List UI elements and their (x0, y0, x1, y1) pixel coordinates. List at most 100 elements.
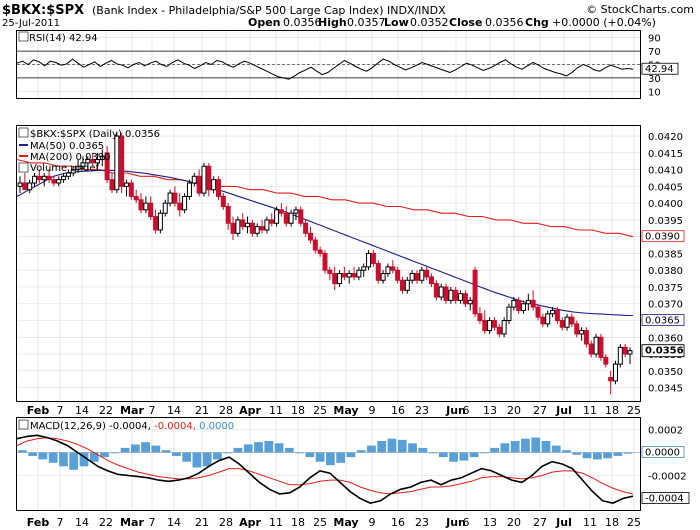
candle-body (370, 252, 376, 265)
macd-histogram-bar (336, 452, 346, 463)
candle-body (215, 179, 221, 197)
x-axis-label: 18 (291, 404, 305, 417)
candle-body (114, 135, 120, 191)
candlesticks (17, 132, 633, 395)
macd-current-tag: -0.0004 (641, 492, 690, 505)
chg-value: +0.0000 (+0.04%) (552, 16, 656, 29)
macd-histogram-bar (38, 452, 48, 460)
x-axis-label: 28 (219, 516, 233, 529)
ma200-tag-box (641, 230, 685, 243)
candle-body (317, 249, 323, 254)
x-axis-label: 14 (75, 516, 89, 529)
candle-body (17, 182, 23, 187)
candle-body (346, 273, 352, 278)
macd-histogram-bar (428, 452, 438, 454)
candle-body (90, 159, 96, 164)
macd-histogram-bar (254, 442, 263, 453)
macd-histogram-bar (623, 452, 633, 454)
macd-histogram-bar (408, 443, 417, 453)
candle-body (322, 252, 328, 271)
x-axis-label: 11 (583, 404, 597, 417)
candle-body (138, 199, 144, 211)
x-axis-label: May (333, 516, 358, 529)
price-tick-label: 0.0410 (648, 166, 683, 177)
price-legend-title: $BKX:$SPX (Daily) 0.0356 (30, 129, 160, 140)
x-axis-label: 11 (269, 404, 283, 417)
x-axis-label: 22 (99, 404, 113, 417)
macd-legend-box (18, 419, 29, 430)
candle-body (186, 182, 192, 197)
macd-hist-value: 0.0000 (199, 421, 234, 432)
close-current-tag: 0.0356 (641, 344, 685, 358)
open-label: Open (248, 16, 281, 29)
rsi-tick-label: 30 (648, 74, 661, 85)
macd-histogram-bar (89, 452, 99, 462)
candle-body (27, 182, 33, 191)
x-axis-label: 18 (291, 516, 305, 529)
macd-histogram-bar (18, 450, 27, 453)
high-label: High (318, 16, 347, 29)
macd-label-prefix: MACD(12,26,9) (30, 421, 106, 432)
x-axis-label: 23 (415, 516, 429, 529)
candle-body (303, 222, 309, 234)
candle-body (288, 212, 294, 224)
ma50-current-tag: 0.0365 (641, 314, 685, 327)
open-value: 0.0356 (283, 16, 322, 29)
candle-body (230, 222, 236, 234)
candle-body (143, 202, 149, 211)
candle-body (293, 209, 299, 214)
candle-body (278, 209, 284, 214)
candle-body (337, 273, 343, 285)
price-tick-label: 0.0370 (648, 300, 683, 311)
x-axis-label: 20 (507, 516, 521, 529)
candle-body (535, 306, 541, 318)
candle-body (46, 175, 52, 181)
candle-body (65, 172, 71, 177)
candle-body (627, 350, 633, 355)
x-axis-label: Feb (27, 516, 50, 529)
x-axis-label: 9 (369, 516, 376, 529)
price-tick-label: 0.0385 (648, 249, 683, 260)
candle-body (496, 326, 502, 335)
candle-body (438, 286, 444, 298)
vertical-gridlines (37, 31, 635, 510)
price-tick-label: 0.0405 (648, 182, 683, 193)
x-axis-label: Feb (27, 404, 50, 417)
candle-body (540, 316, 546, 325)
candle-body (375, 263, 381, 281)
ma50-tag-box (641, 314, 685, 326)
x-axis-label: 13 (483, 404, 497, 417)
x-axis-label: Jul (555, 516, 572, 529)
candle-body (172, 192, 178, 204)
x-axis-label: Apr (239, 516, 261, 529)
candle-body (399, 279, 405, 291)
candle-body (583, 330, 589, 345)
ma200-legend: MA(200) 0.0390 (30, 152, 111, 163)
macd-hist-tag-value: 0.0000 (645, 448, 680, 459)
x-axis-label: 11 (269, 516, 283, 529)
macd-histogram-bar (480, 452, 489, 454)
candle-body (245, 222, 251, 228)
macd-histogram-bar (500, 443, 510, 453)
macd-histogram-bar (490, 447, 500, 453)
macd-histogram-bar (79, 452, 89, 467)
candle-body (104, 152, 110, 181)
close-tag-value: 0.0356 (645, 346, 684, 357)
candle-body (588, 343, 594, 355)
price-tick-label: 0.0415 (648, 149, 683, 160)
candle-body (516, 299, 522, 311)
candle-body (622, 346, 628, 355)
x-axis-label: Mar (120, 404, 144, 417)
x-axis-label: 9 (369, 404, 376, 417)
candle-body (462, 293, 468, 305)
candle-body (598, 336, 604, 358)
candle-body (94, 159, 100, 164)
macd-histogram-bar (387, 438, 397, 453)
x-axis-label: Mar (120, 516, 144, 529)
ma50-tag-value: 0.0365 (645, 316, 680, 327)
candle-body (249, 222, 255, 234)
candle-body (395, 269, 401, 281)
candle-body (264, 219, 270, 231)
